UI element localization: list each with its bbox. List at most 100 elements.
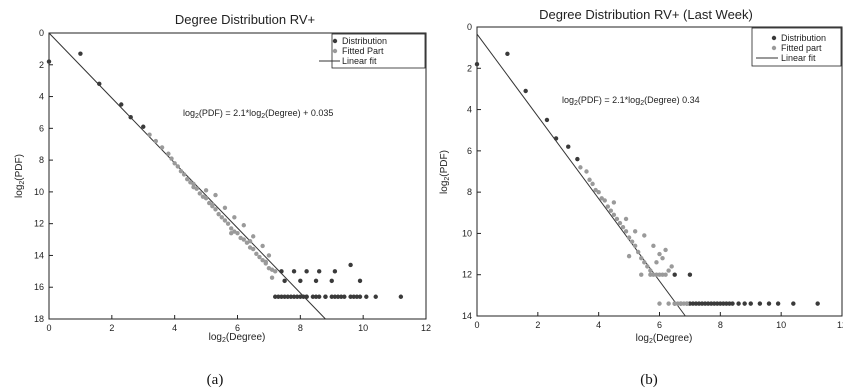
y-tick-label: 10 (34, 187, 44, 197)
fitted-point (222, 218, 228, 223)
fitted-point (578, 165, 583, 170)
fitted-point (654, 272, 659, 277)
distribution-point (791, 301, 796, 306)
fitted-point (632, 243, 638, 249)
distribution-point (276, 294, 281, 299)
distribution-point (718, 301, 723, 306)
fitted-point (675, 301, 680, 306)
y-tick-label: 12 (34, 219, 44, 229)
fitted-point (678, 301, 683, 306)
fitted-point (225, 221, 231, 226)
fitted-point (169, 156, 174, 161)
distribution-point (766, 301, 772, 306)
caption-b: (b) (640, 372, 658, 388)
fitted-point (159, 145, 165, 150)
legend-label: Linear fit (342, 56, 377, 66)
fitted-point (191, 181, 196, 187)
linear-fit-line (48, 32, 326, 320)
fitted-point (657, 251, 662, 257)
fitted-point (254, 251, 259, 257)
distribution-point (398, 294, 404, 299)
chart-title: Degree Distribution RV+ (175, 12, 315, 27)
legend-label: Fitted part (781, 43, 822, 53)
chart-title: Degree Distribution RV+ (Last Week) (539, 7, 753, 22)
legend: Distribution Fitted Part Linear fit (319, 33, 426, 69)
fitted-point (263, 259, 268, 264)
fitted-point (614, 216, 620, 222)
distribution-point (575, 156, 580, 162)
distribution-point (294, 294, 300, 299)
distribution-point (304, 269, 309, 274)
distribution-point (364, 294, 369, 299)
x-axis-ticks: 0 2 4 6 8 10 12 (46, 315, 431, 333)
fitted-point (229, 231, 234, 236)
distribution-point (279, 269, 284, 274)
fitted-point (203, 188, 209, 193)
x-tick-label: 0 (474, 320, 479, 330)
y-tick-label: 2 (467, 63, 472, 73)
distribution-point (310, 294, 316, 299)
fitted-point (639, 272, 644, 277)
y-tick-label: 14 (34, 250, 44, 260)
x-tick-label: 4 (596, 320, 601, 330)
distribution-point (544, 117, 550, 123)
fitted-point (147, 132, 152, 137)
distribution-point (273, 294, 278, 299)
distribution-point (724, 301, 729, 306)
fitted-point (648, 272, 653, 277)
distribution-point (748, 301, 753, 306)
fitted-point (166, 151, 171, 156)
distribution-point (505, 51, 510, 57)
fitted-point (273, 269, 278, 274)
legend-label: Distribution (342, 36, 387, 46)
distribution-point (316, 294, 322, 299)
distribution-point (301, 294, 306, 299)
distribution-point (690, 301, 696, 306)
fitted-point (611, 212, 617, 218)
distribution-points (46, 51, 404, 299)
fitted-point (666, 301, 671, 306)
x-tick-label: 4 (172, 323, 177, 333)
fitted-point (626, 253, 632, 259)
distribution-point (693, 301, 699, 306)
distribution-point (348, 294, 353, 299)
fitted-point (210, 202, 215, 207)
distribution-point (313, 278, 319, 284)
distribution-point (354, 294, 360, 299)
fitted-point (185, 176, 190, 182)
distribution-point (712, 301, 717, 306)
legend-marker-fitted (771, 45, 777, 51)
distribution-point (357, 278, 363, 284)
fitted-point (235, 231, 240, 236)
fitted-point (175, 164, 181, 169)
plot-frame (48, 32, 427, 320)
x-axis-label: log2(Degree) (209, 332, 266, 344)
fitted-point (241, 237, 246, 242)
distribution-point (316, 269, 322, 274)
fitted-point (660, 272, 665, 277)
fitted-point (181, 172, 187, 177)
y-tick-label: 6 (467, 146, 472, 156)
y-tick-label: 4 (467, 105, 472, 115)
fitted-point (651, 243, 656, 249)
fitted-part-points (147, 132, 278, 280)
fitted-point (629, 239, 635, 244)
distribution-point (119, 102, 124, 107)
fitted-point (642, 260, 647, 265)
fitted-point (260, 243, 265, 249)
fitted-point (663, 272, 668, 277)
distribution-point (696, 301, 702, 306)
x-tick-label: 0 (46, 323, 51, 333)
fitted-point (197, 191, 202, 196)
distribution-point (329, 294, 334, 299)
distribution-point (348, 262, 353, 268)
fitted-point (241, 223, 246, 228)
distribution-point (304, 294, 309, 299)
distribution-point (332, 269, 338, 274)
fitted-point (620, 225, 626, 230)
distribution-point (288, 294, 294, 299)
fitted-point (645, 264, 650, 269)
x-tick-label: 8 (718, 320, 723, 330)
y-tick-label: 4 (39, 92, 44, 102)
